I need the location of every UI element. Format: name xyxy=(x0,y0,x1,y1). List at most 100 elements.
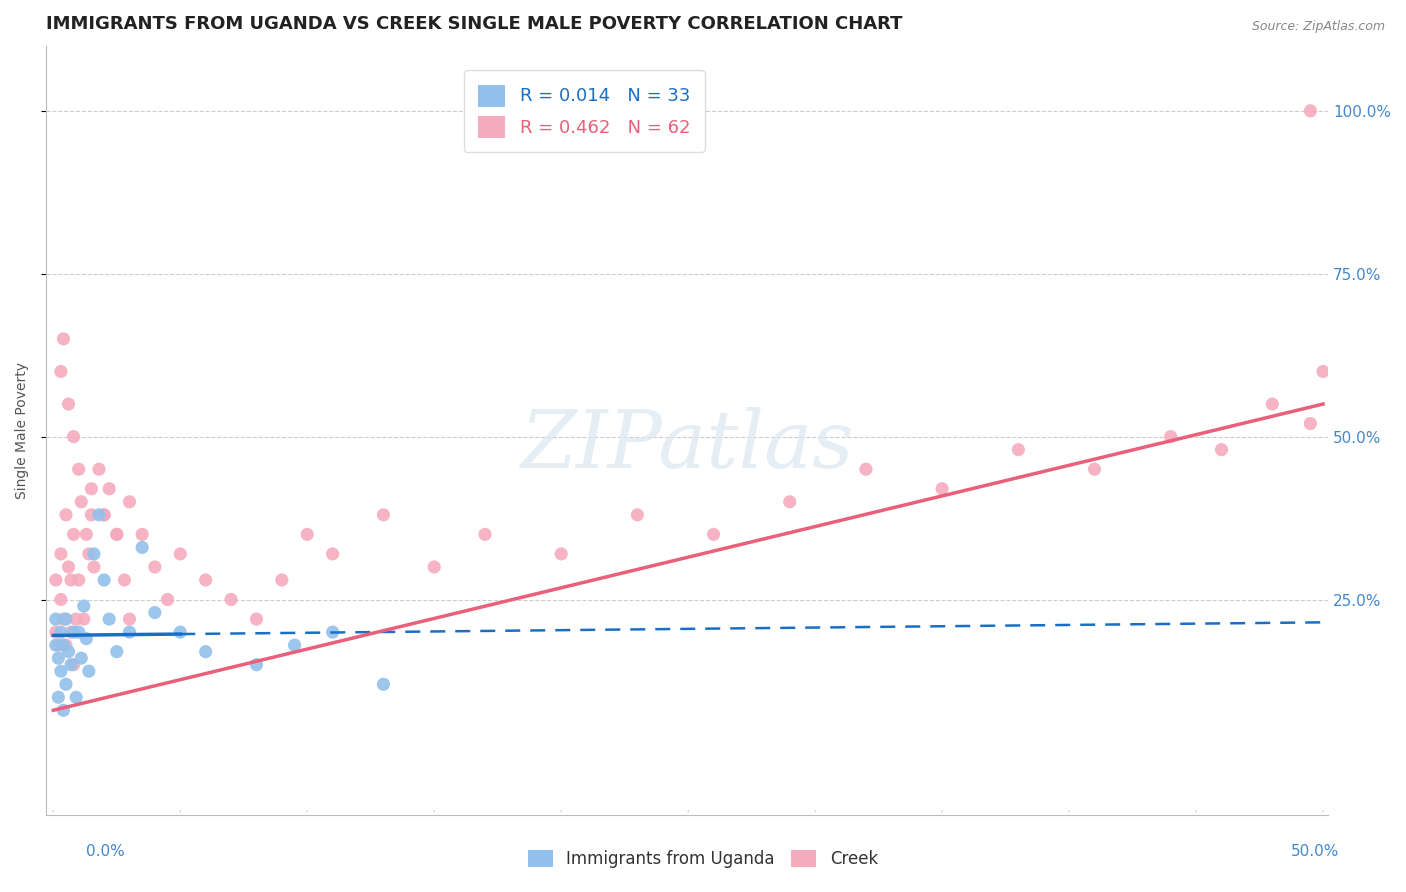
Point xyxy=(62,429,84,443)
Point xyxy=(60,573,83,587)
Point xyxy=(1083,462,1105,476)
Point xyxy=(49,625,72,640)
Point xyxy=(194,645,217,659)
Point xyxy=(283,638,305,652)
Point xyxy=(80,508,103,522)
Point xyxy=(156,592,179,607)
Point xyxy=(67,625,90,640)
Point xyxy=(931,482,953,496)
Point xyxy=(93,508,115,522)
Point xyxy=(855,462,877,476)
Point xyxy=(49,592,72,607)
Point xyxy=(45,625,67,640)
Point xyxy=(169,625,191,640)
Point xyxy=(474,527,496,541)
Point xyxy=(105,527,128,541)
Point xyxy=(1007,442,1029,457)
Point xyxy=(60,657,83,672)
Point xyxy=(65,612,87,626)
Text: IMMIGRANTS FROM UGANDA VS CREEK SINGLE MALE POVERTY CORRELATION CHART: IMMIGRANTS FROM UGANDA VS CREEK SINGLE M… xyxy=(45,15,903,33)
Point xyxy=(67,573,90,587)
Point xyxy=(70,495,93,509)
Point xyxy=(67,462,90,476)
Point xyxy=(550,547,572,561)
Point xyxy=(118,625,141,640)
Point xyxy=(55,508,77,522)
Point xyxy=(112,573,135,587)
Point xyxy=(423,560,446,574)
Text: 50.0%: 50.0% xyxy=(1291,845,1339,859)
Point xyxy=(45,638,67,652)
Point xyxy=(1211,442,1233,457)
Point xyxy=(322,547,344,561)
Point xyxy=(245,612,267,626)
Point xyxy=(48,651,70,665)
Point xyxy=(49,547,72,561)
Legend: R = 0.014   N = 33, R = 0.462   N = 62: R = 0.014 N = 33, R = 0.462 N = 62 xyxy=(464,70,704,152)
Point xyxy=(373,677,395,691)
Point xyxy=(65,690,87,705)
Point xyxy=(83,547,105,561)
Point xyxy=(118,495,141,509)
Point xyxy=(49,364,72,378)
Point xyxy=(98,612,121,626)
Point xyxy=(77,664,100,678)
Point xyxy=(70,651,93,665)
Point xyxy=(1312,364,1334,378)
Point xyxy=(105,527,128,541)
Point xyxy=(98,482,121,496)
Point xyxy=(245,657,267,672)
Point xyxy=(52,612,75,626)
Point xyxy=(169,547,191,561)
Point xyxy=(55,638,77,652)
Text: Source: ZipAtlas.com: Source: ZipAtlas.com xyxy=(1251,20,1385,33)
Point xyxy=(73,599,96,613)
Point xyxy=(49,664,72,678)
Point xyxy=(55,677,77,691)
Point xyxy=(703,527,725,541)
Text: 0.0%: 0.0% xyxy=(86,845,125,859)
Point xyxy=(1261,397,1284,411)
Point xyxy=(58,645,80,659)
Point xyxy=(93,508,115,522)
Point xyxy=(75,527,97,541)
Point xyxy=(194,573,217,587)
Point xyxy=(58,560,80,574)
Point xyxy=(131,527,153,541)
Point xyxy=(219,592,242,607)
Point xyxy=(131,541,153,555)
Point xyxy=(779,495,801,509)
Point xyxy=(55,612,77,626)
Point xyxy=(297,527,319,541)
Point xyxy=(1299,417,1322,431)
Point xyxy=(83,560,105,574)
Point xyxy=(1160,429,1182,443)
Point xyxy=(93,573,115,587)
Point xyxy=(77,547,100,561)
Point xyxy=(52,638,75,652)
Legend: Immigrants from Uganda, Creek: Immigrants from Uganda, Creek xyxy=(522,843,884,875)
Point xyxy=(373,508,395,522)
Point xyxy=(62,625,84,640)
Point xyxy=(62,657,84,672)
Point xyxy=(52,703,75,717)
Text: ZIPatlas: ZIPatlas xyxy=(520,407,853,484)
Point xyxy=(143,560,166,574)
Point xyxy=(62,527,84,541)
Point xyxy=(58,397,80,411)
Point xyxy=(270,573,292,587)
Point xyxy=(48,690,70,705)
Point xyxy=(60,625,83,640)
Y-axis label: Single Male Poverty: Single Male Poverty xyxy=(15,361,30,499)
Point xyxy=(118,612,141,626)
Point xyxy=(1299,103,1322,118)
Point xyxy=(322,625,344,640)
Point xyxy=(45,612,67,626)
Point xyxy=(45,573,67,587)
Point xyxy=(626,508,648,522)
Point xyxy=(143,606,166,620)
Point xyxy=(52,332,75,346)
Point xyxy=(80,482,103,496)
Point xyxy=(73,612,96,626)
Point xyxy=(105,645,128,659)
